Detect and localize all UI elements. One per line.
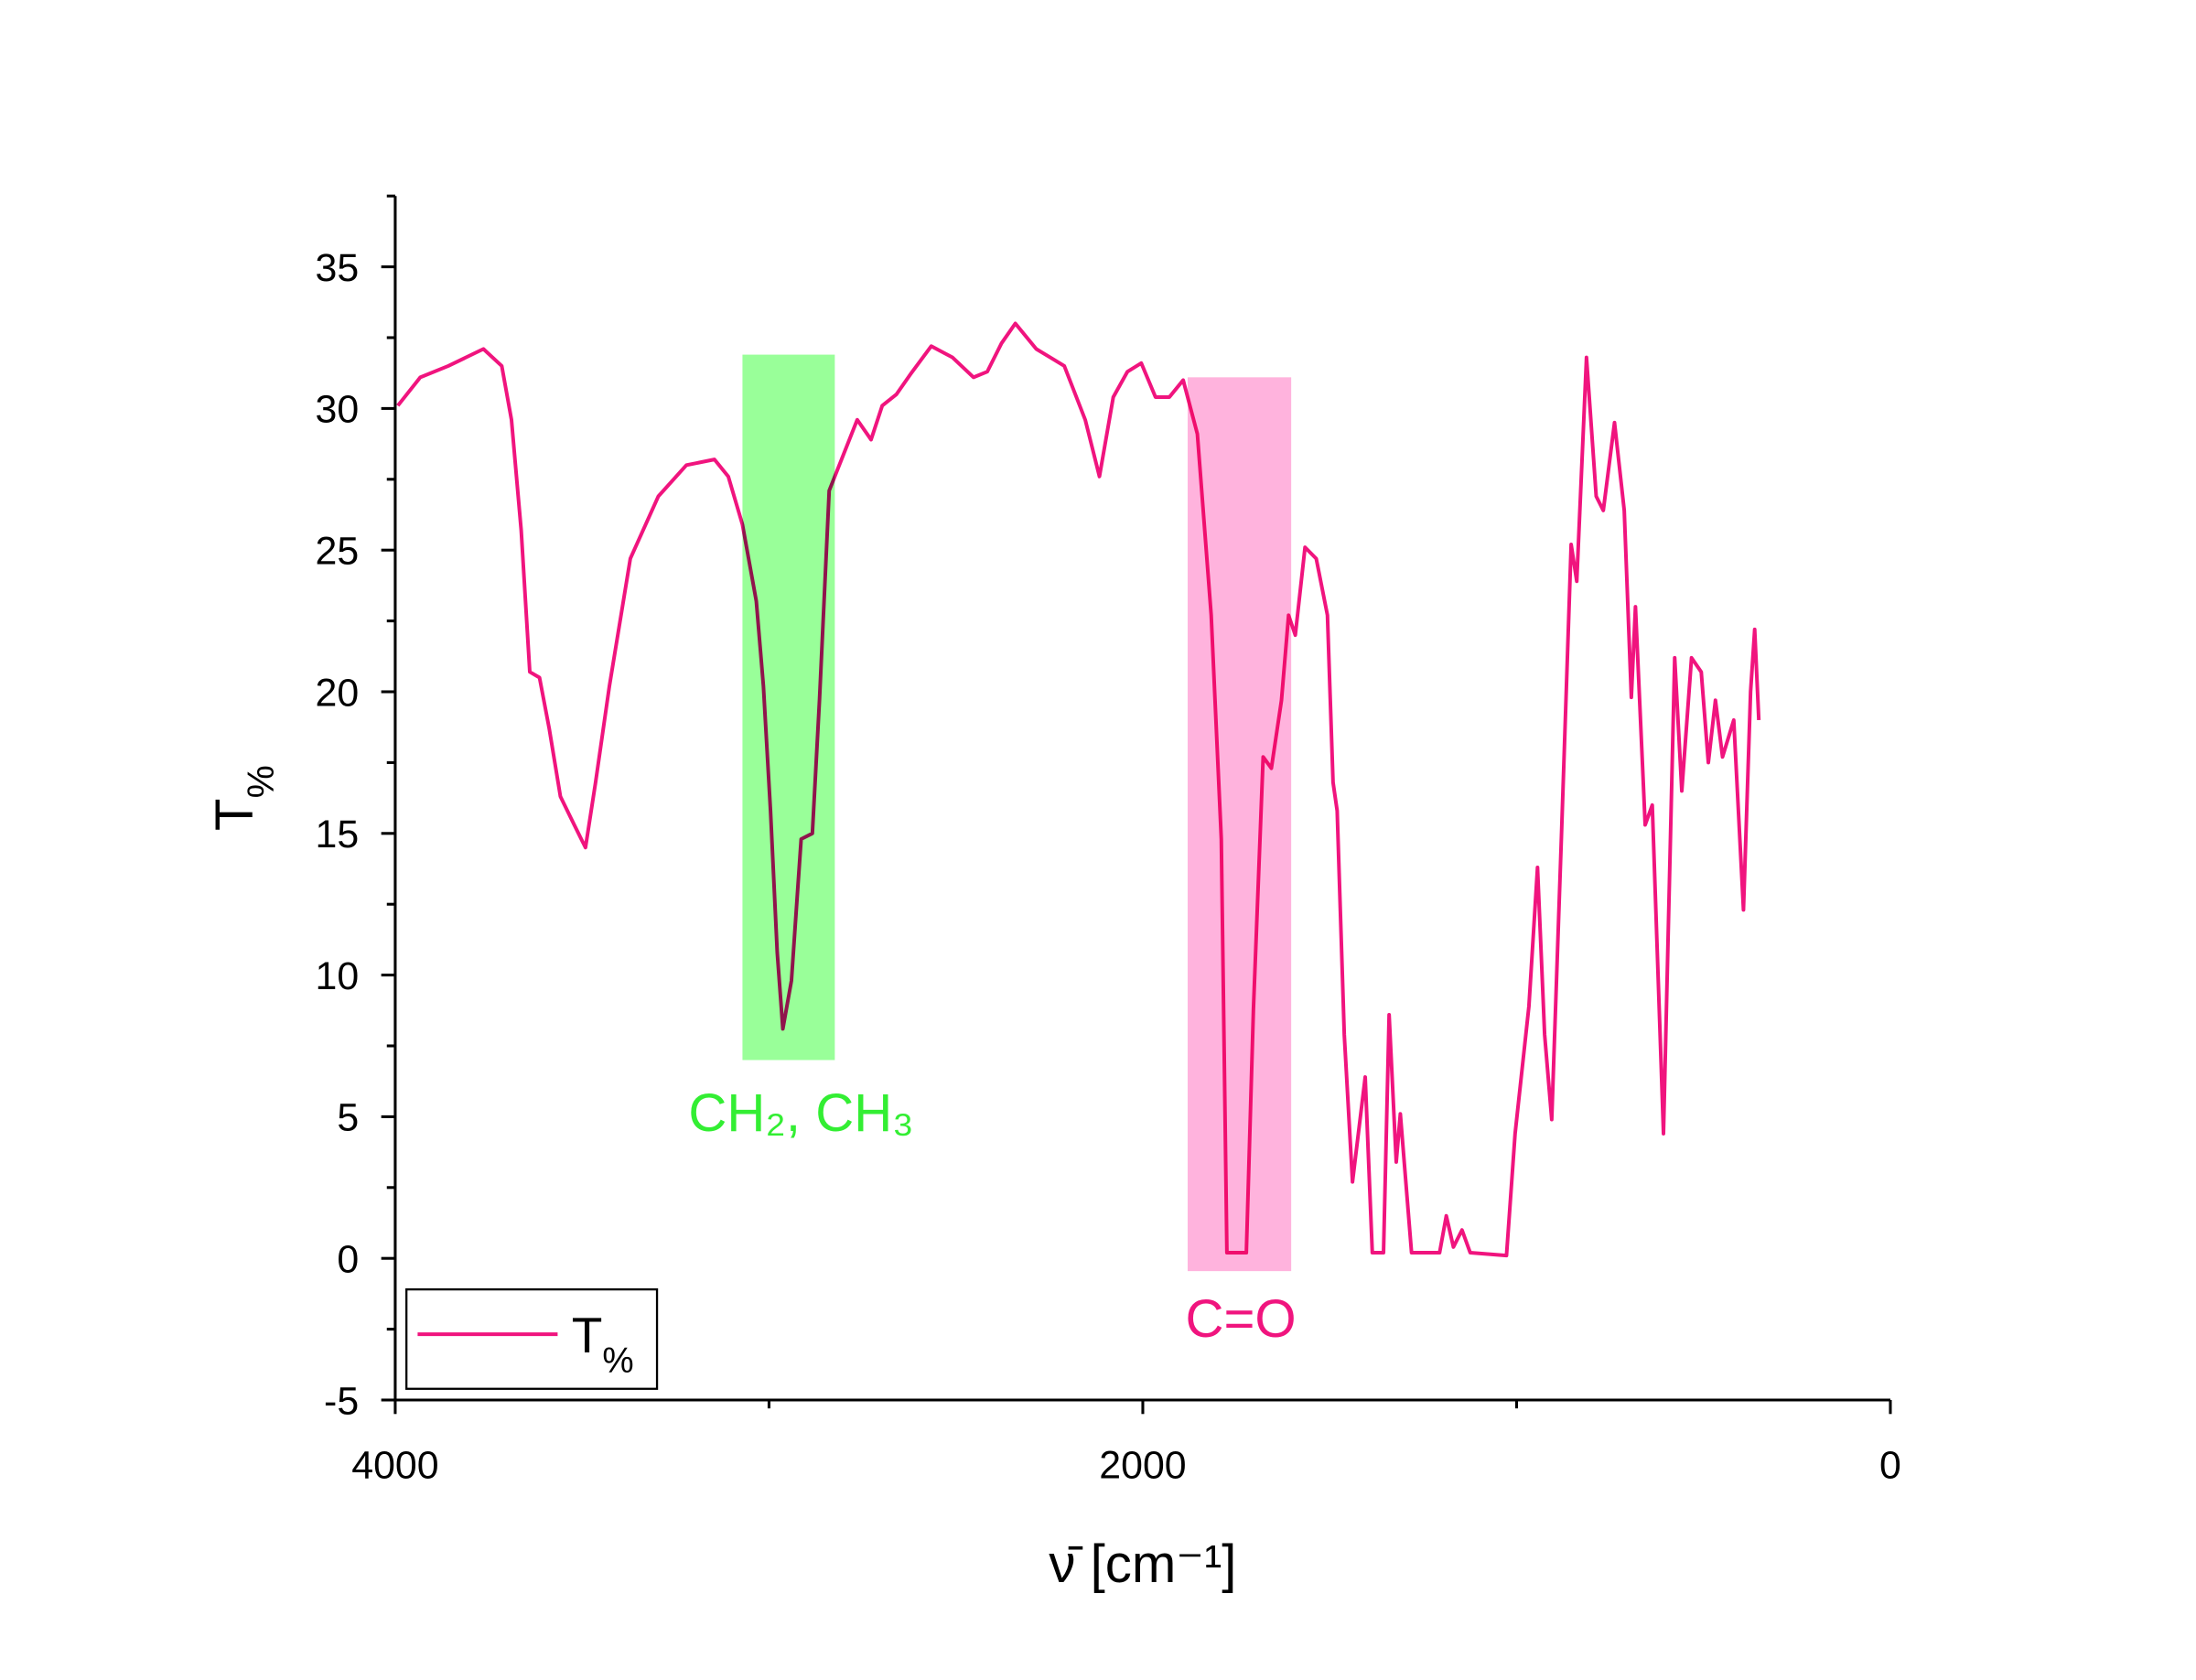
highlight-band: [1187, 377, 1292, 1272]
y-tick-label: 10: [316, 954, 360, 998]
y-tick-label: 30: [316, 388, 360, 432]
x-tick-label: 0: [1879, 1444, 1901, 1488]
y-tick-label: 0: [337, 1238, 359, 1282]
annotation: CH₂, CH₃: [688, 1083, 913, 1143]
y-tick-label: 20: [316, 671, 360, 715]
y-tick-label: 35: [316, 246, 360, 290]
x-tick-label: 2000: [1099, 1444, 1186, 1488]
spectrum-line: [396, 321, 1761, 1258]
y-tick-label: 5: [337, 1096, 359, 1140]
y-tick-label: -5: [324, 1379, 359, 1423]
x-tick-label: 4000: [351, 1444, 438, 1488]
highlight-band: [742, 354, 835, 1061]
legend-box: [405, 1287, 659, 1390]
y-tick-label: 15: [316, 813, 360, 856]
y-tick-label: 25: [316, 529, 360, 573]
x-axis-label: ν̄ [cm⁻¹]: [1049, 1535, 1236, 1594]
plot-area: [396, 321, 1761, 1272]
annotation: C=O: [1185, 1289, 1296, 1349]
y-axis-label: T%: [205, 765, 282, 831]
